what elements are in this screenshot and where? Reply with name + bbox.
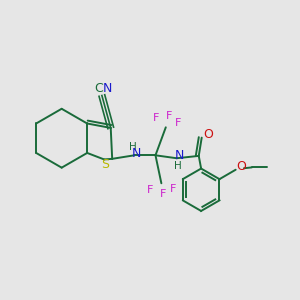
Text: F: F (175, 118, 181, 128)
Text: S: S (102, 158, 110, 171)
Text: N: N (103, 82, 112, 95)
Text: C: C (94, 82, 103, 95)
Text: F: F (153, 113, 160, 124)
Text: N: N (174, 149, 184, 162)
Text: F: F (160, 190, 166, 200)
Text: F: F (147, 185, 153, 195)
Text: H: H (174, 160, 182, 171)
Text: H: H (129, 142, 137, 152)
Text: N: N (132, 147, 141, 160)
Text: O: O (236, 160, 246, 173)
Text: F: F (170, 184, 176, 194)
Text: O: O (203, 128, 213, 141)
Text: F: F (166, 111, 172, 121)
